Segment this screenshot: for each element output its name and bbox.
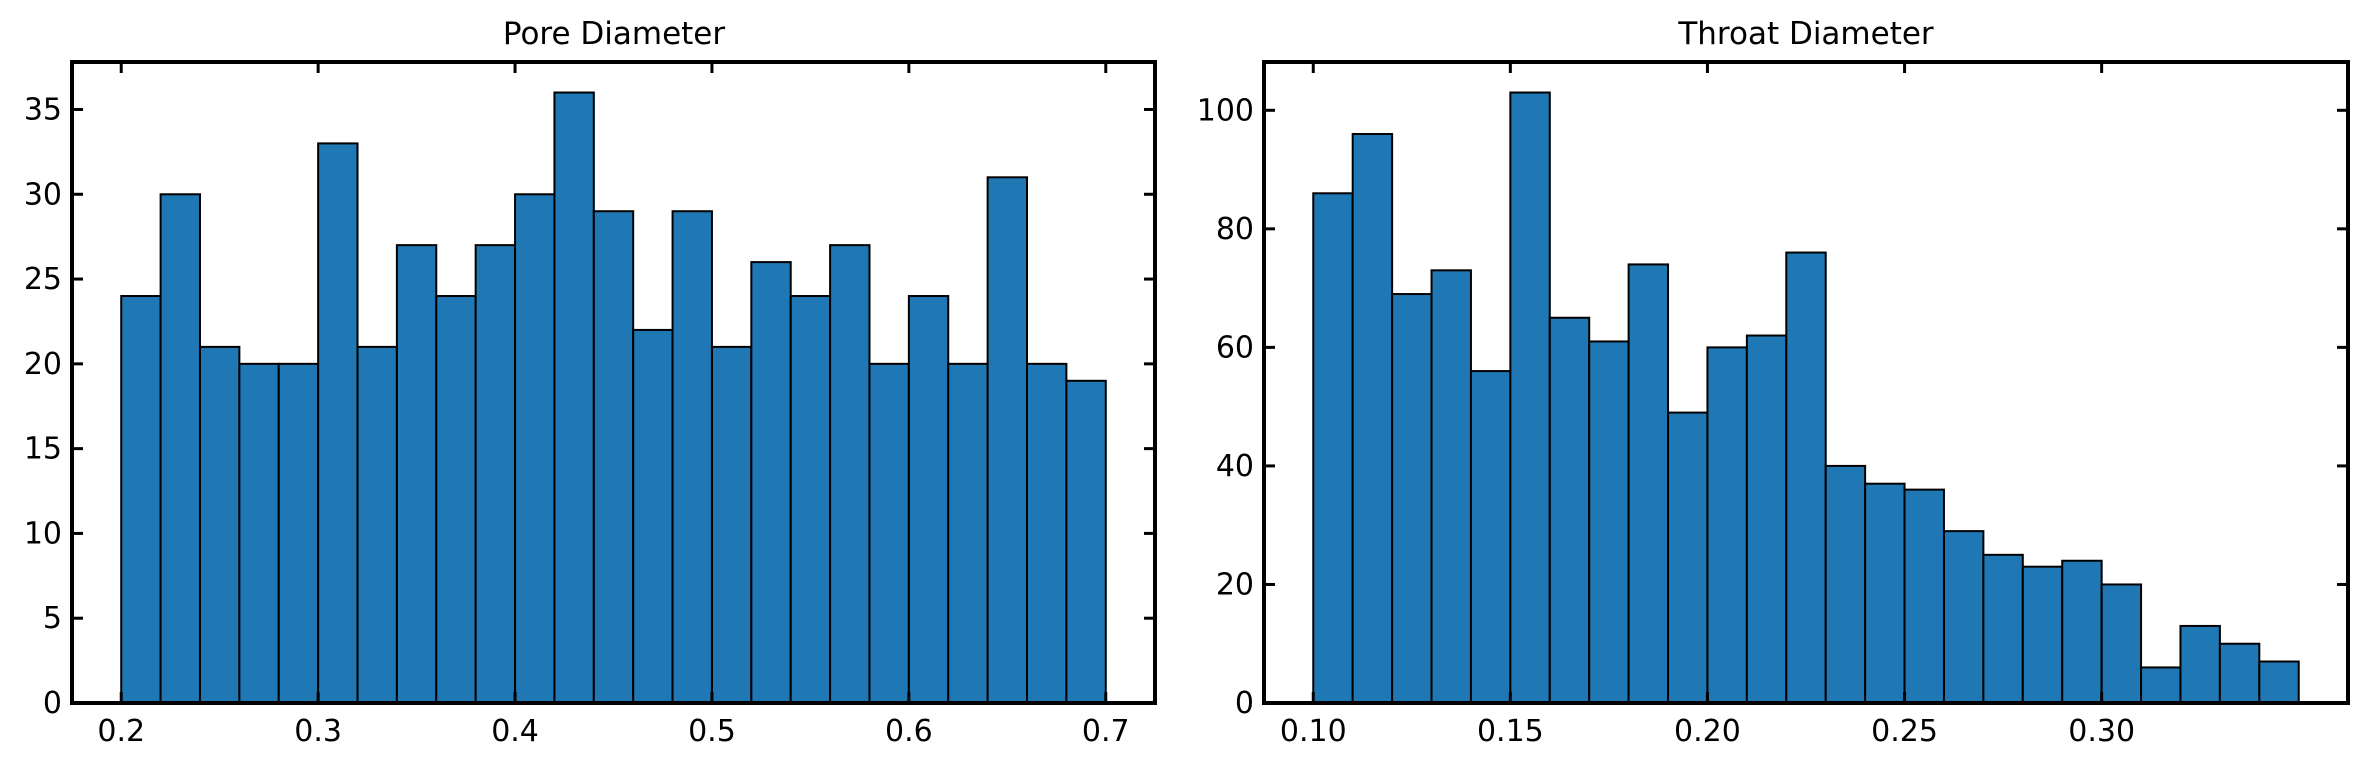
pore-diameter-bar-7 (395, 244, 438, 704)
pore-diameter-xtick-label: 0.3 (294, 714, 342, 749)
throat-diameter-bar-0 (1312, 192, 1354, 704)
throat-diameter-ytick-label: 60 (1216, 330, 1254, 365)
pore-diameter-xtick-label: 0.4 (491, 714, 539, 749)
throat-diameter-chart-title: Throat Diameter (1677, 16, 1934, 52)
pore-diameter-bar-5 (317, 142, 359, 704)
throat-diameter-ytick-label: 40 (1216, 449, 1254, 484)
pore-diameter-bar-4 (277, 362, 320, 704)
pore-diameter-bar-14 (671, 210, 713, 704)
throat-diameter-bar-4 (1469, 370, 1512, 704)
throat-diameter-bar-6 (1548, 316, 1591, 704)
throat-diameter-bar-22 (2179, 624, 2221, 705)
pore-diameter-ytick-label: 35 (24, 92, 62, 127)
throat-diameter-bar-21 (2140, 666, 2182, 705)
throat-diameter-bar-16 (1942, 530, 1985, 704)
pore-diameter-bar-10 (514, 193, 556, 705)
throat-diameter-xtick-label: 0.15 (1477, 714, 1544, 749)
pore-diameter-bar-2 (198, 345, 241, 704)
pore-diameter-bar-1 (159, 193, 201, 705)
throat-diameter-bar-10 (1706, 346, 1748, 704)
throat-diameter-bar-18 (2021, 565, 2064, 704)
throat-diameter-ytick-label: 80 (1216, 212, 1254, 247)
throat-diameter-histogram-panel: Throat Diameter 0.10 0.15 0.20 0.25 0.30 0 20 4… (1197, 16, 2350, 749)
pore-diameter-bar-12 (592, 210, 635, 704)
throat-diameter-bar-20 (2100, 583, 2143, 705)
throat-diameter-bar-11 (1745, 334, 1788, 704)
throat-diameter-bar-24 (2258, 660, 2300, 705)
pore-diameter-histogram-panel: Pore Diameter 0.2 0.3 0.4 0.5 0.6 0.7 0 5 10 15 20… (24, 16, 1157, 749)
throat-diameter-bar-15 (1903, 488, 1945, 704)
throat-diameter-ytick-label: 20 (1216, 567, 1254, 602)
pore-diameter-xtick-label: 0.2 (97, 714, 145, 749)
pore-diameter-bar-8 (435, 295, 477, 704)
pore-diameter-bar-24 (1065, 379, 1107, 704)
pore-diameter-bar-15 (710, 345, 753, 704)
throat-diameter-bar-13 (1824, 464, 1867, 705)
throat-diameter-bar-14 (1864, 482, 1906, 705)
pore-diameter-chart-title: Pore Diameter (503, 16, 726, 52)
pore-diameter-bars (120, 91, 1107, 705)
throat-diameter-xtick-label: 0.20 (1674, 714, 1741, 749)
pore-diameter-bar-19 (868, 362, 910, 704)
pore-diameter-xtick-label: 0.6 (885, 714, 933, 749)
pore-diameter-bar-23 (1026, 362, 1068, 704)
pore-diameter-ytick-label: 25 (24, 262, 62, 297)
pore-diameter-xtick-label: 0.7 (1082, 714, 1130, 749)
pore-diameter-bar-11 (553, 91, 595, 704)
throat-diameter-bar-23 (2218, 642, 2261, 704)
pore-diameter-bar-20 (907, 295, 950, 704)
pore-diameter-ticks: 0.2 0.3 0.4 0.5 0.6 0.7 0 5 10 15 20 25 30 35 (24, 62, 1155, 749)
throat-diameter-bar-2 (1391, 293, 1433, 704)
throat-diameter-ytick-label: 100 (1197, 93, 1254, 128)
throat-diameter-ticks: 0.10 0.15 0.20 0.25 0.30 0 20 40 60 80 100 (1197, 62, 2348, 749)
throat-diameter-xtick-label: 0.10 (1280, 714, 1347, 749)
pore-diameter-ytick-label: 15 (24, 432, 62, 467)
throat-diameter-bar-8 (1627, 263, 1670, 704)
pore-diameter-xtick-label: 0.5 (688, 714, 736, 749)
throat-diameter-bar-5 (1509, 91, 1551, 704)
throat-diameter-xtick-label: 0.25 (1871, 714, 1938, 749)
pore-diameter-bar-18 (829, 244, 871, 704)
pore-diameter-bar-22 (986, 176, 1029, 704)
pore-diameter-bar-9 (474, 244, 517, 704)
throat-diameter-bar-19 (2061, 559, 2103, 704)
pore-diameter-bar-3 (238, 362, 280, 704)
pore-diameter-ytick-label: 30 (24, 177, 62, 212)
pore-diameter-bar-6 (356, 345, 398, 704)
pore-diameter-bar-21 (947, 362, 989, 704)
throat-diameter-bar-17 (1982, 553, 2024, 705)
throat-diameter-ytick-label: 0 (1235, 686, 1254, 721)
pore-diameter-bar-16 (750, 261, 792, 704)
throat-diameter-bar-1 (1351, 133, 1394, 704)
pore-diameter-bar-17 (789, 295, 832, 704)
throat-diameter-bars (1312, 91, 2300, 705)
throat-diameter-bar-9 (1667, 411, 1709, 704)
pore-diameter-ytick-label: 10 (24, 516, 62, 551)
pore-diameter-ytick-label: 5 (43, 601, 62, 636)
throat-diameter-bar-3 (1430, 269, 1472, 704)
throat-diameter-plot-frame (1262, 60, 2350, 705)
pore-diameter-plot-frame (70, 60, 1157, 705)
pore-diameter-bar-13 (632, 328, 674, 704)
throat-diameter-bar-7 (1588, 340, 1630, 704)
throat-diameter-bar-12 (1785, 251, 1827, 705)
pore-diameter-bar-0 (120, 295, 162, 704)
pore-diameter-ytick-label: 20 (24, 347, 62, 382)
throat-diameter-xtick-label: 0.30 (2068, 714, 2135, 749)
pore-diameter-ytick-label: 0 (43, 686, 62, 721)
